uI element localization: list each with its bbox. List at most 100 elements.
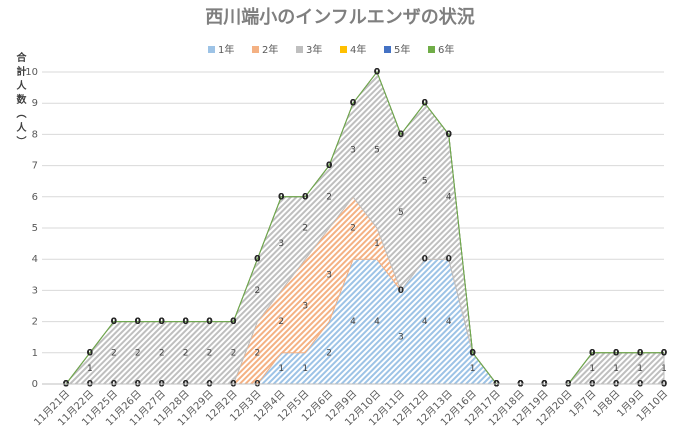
data-label: 0 [206,317,212,327]
data-label: 0 [135,317,141,327]
data-label: 5 [374,146,380,156]
area [65,70,664,385]
legend-swatch [296,46,303,53]
data-label: 0 [589,348,595,358]
y-tick-label: 7 [32,161,38,172]
data-label: 1 [374,239,380,249]
data-label: 0 [374,68,380,78]
data-label: 0 [637,348,643,358]
data-label: 0 [111,317,117,327]
data-label: 1 [637,364,643,374]
data-label: 4 [374,317,380,327]
legend-label: 5年 [394,43,410,56]
data-label: 0 [254,255,260,265]
data-label: 2 [350,224,356,234]
data-label: 3 [398,333,404,343]
data-label: 0 [398,130,404,140]
legend-label: 4年 [350,43,366,56]
data-label: 0 [613,348,619,358]
y-tick-label: 10 [25,67,38,78]
data-label: 0 [446,255,452,265]
legend-swatch [340,46,347,53]
legend-label: 6年 [438,43,454,56]
data-label: 0 [637,348,643,358]
data-label: 2 [111,348,117,358]
data-label: 4 [446,317,452,327]
data-label: 5 [398,208,404,218]
data-label: 0 [350,99,356,109]
data-label: 0 [470,348,476,358]
data-label: 0 [470,348,476,358]
data-label: 0 [398,130,404,140]
data-label: 0 [422,255,428,265]
legend-swatch [208,46,215,53]
data-label: 2 [278,317,284,327]
chart-title: 西川端小のインフルエンザの状況 [205,6,474,28]
legend-label: 1年 [218,43,234,56]
data-label: 0 [350,99,356,109]
data-label: 1 [589,364,595,374]
data-label: 0 [254,255,260,265]
legend-swatch [428,46,435,53]
data-label: 0 [182,317,188,327]
data-label: 0 [111,317,117,327]
data-label: 0 [135,317,141,327]
data-label: 1 [613,364,619,374]
data-label: 0 [111,317,117,327]
data-label: 0 [470,348,476,358]
data-label: 0 [87,348,93,358]
y-axis-label: 合計人数（人） [14,51,27,150]
data-label: 3 [302,302,308,312]
data-label: 4 [422,317,428,327]
data-label: 5 [422,177,428,187]
data-label: 0 [206,317,212,327]
data-label: 1 [661,364,667,374]
data-label: 0 [230,317,236,327]
data-label: 0 [661,348,667,358]
data-label: 0 [589,348,595,358]
data-label: 0 [374,68,380,78]
legend-swatch [252,46,259,53]
legend-label: 2年 [262,43,278,56]
data-label: 0 [422,99,428,109]
data-label: 4 [446,192,452,202]
data-label: 0 [470,348,476,358]
y-tick-label: 4 [32,254,38,265]
data-label: 2 [231,348,237,358]
data-label: 2 [254,348,260,358]
data-label: 2 [254,286,260,296]
data-label: 0 [637,348,643,358]
data-label: 0 [374,68,380,78]
data-label: 1 [278,364,284,374]
y-tick-label: 2 [32,317,38,328]
data-label: 0 [159,317,165,327]
data-label: 2 [183,348,189,358]
data-label: 1 [470,364,476,374]
data-label: 0 [230,317,236,327]
data-label: 1 [302,364,308,374]
data-label: 0 [87,348,93,358]
y-tick-label: 9 [32,98,38,109]
data-label: 3 [326,270,332,280]
data-label: 3 [278,239,284,249]
y-tick-label: 5 [32,223,38,234]
data-label: 0 [446,130,452,140]
data-label: 1 [87,364,93,374]
data-label: 0 [254,255,260,265]
legend-label: 3年 [306,43,322,56]
data-label: 2 [326,348,332,358]
data-label: 0 [422,99,428,109]
data-label: 0 [87,348,93,358]
data-label: 0 [422,99,428,109]
data-label: 0 [159,317,165,327]
data-label: 0 [326,161,332,171]
y-tick-label: 0 [32,379,38,390]
data-label: 0 [278,192,284,202]
data-label: 0 [159,317,165,327]
data-label: 2 [326,192,332,202]
data-label: 0 [661,348,667,358]
data-label: 0 [302,192,308,202]
y-tick-label: 6 [32,192,38,203]
data-label: 0 [278,192,284,202]
data-label: 0 [446,130,452,140]
